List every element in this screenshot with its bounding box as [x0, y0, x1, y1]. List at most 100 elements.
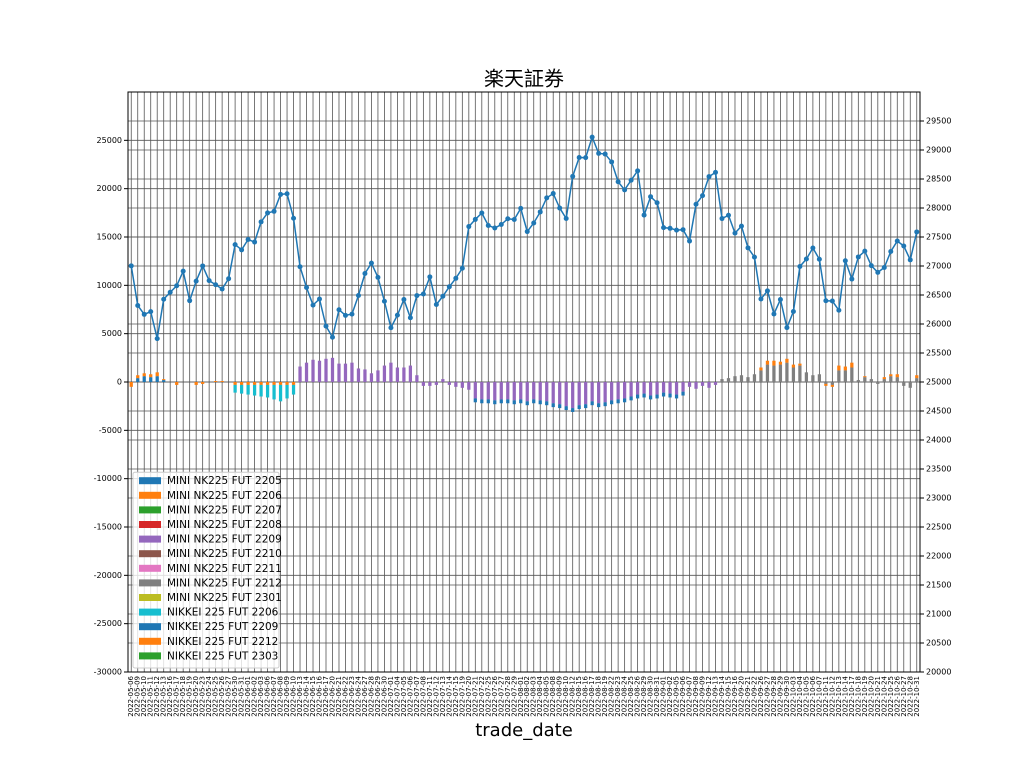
bar [655, 382, 659, 395]
legend-swatch [139, 623, 161, 631]
price-point [700, 193, 706, 199]
bar [577, 382, 581, 406]
bar [551, 403, 555, 408]
price-point [914, 229, 920, 235]
price-point [544, 195, 550, 201]
bar [635, 394, 640, 399]
bar [272, 382, 276, 385]
price-point [563, 215, 569, 221]
price-point [317, 296, 323, 302]
x-tick-label: 2022-07-13 [439, 676, 447, 717]
x-tick-label: 2022-05-12 [153, 676, 161, 717]
bar [545, 401, 549, 406]
x-tick-label: 2022-09-15 [724, 676, 732, 717]
price-point [355, 293, 361, 299]
x-tick-label: 2022-07-11 [426, 676, 434, 717]
price-point [278, 191, 284, 197]
x-tick-label: 2022-08-03 [530, 676, 538, 717]
bar [252, 384, 257, 396]
bar [733, 376, 737, 382]
bar [674, 382, 679, 395]
bar [707, 382, 711, 388]
price-point [485, 222, 491, 228]
bar [395, 367, 400, 382]
price-point [252, 239, 258, 245]
x-tick-label: 2022-05-24 [205, 675, 213, 716]
x-tick-label: 2022-10-11 [822, 676, 830, 717]
price-point [375, 274, 381, 280]
legend-swatch [139, 652, 161, 660]
price-point [537, 209, 543, 215]
bar [590, 401, 594, 406]
bar [882, 377, 886, 380]
price-point [602, 151, 608, 157]
price-point [174, 283, 180, 289]
x-tick-label: 2022-09-27 [763, 676, 771, 717]
bar [778, 361, 783, 365]
price-point [200, 263, 206, 269]
bar [785, 362, 789, 382]
x-tick-label: 2022-08-04 [536, 675, 544, 716]
x-tick-label: 2022-05-31 [238, 676, 246, 717]
bar [149, 374, 153, 378]
price-point [583, 155, 589, 161]
price-point [797, 263, 803, 269]
bar [895, 377, 899, 382]
y-tick-label: 15000 [97, 233, 122, 242]
legend-label: MINI NK225 FUT 2301 [167, 592, 282, 604]
x-tick-label: 2022-10-28 [906, 676, 914, 717]
y2-tick-label: 29000 [926, 146, 951, 155]
bar [473, 398, 477, 403]
x-tick-label: 2022-10-07 [815, 676, 823, 717]
bar [525, 401, 529, 406]
bar [428, 382, 432, 386]
x-tick-label: 2022-06-24 [354, 675, 362, 716]
price-point [745, 245, 751, 251]
bar [291, 384, 296, 395]
x-tick-label: 2022-07-27 [497, 676, 505, 717]
x-tick-label: 2022-06-30 [380, 676, 388, 717]
bar [759, 370, 763, 382]
x-tick-label: 2022-09-26 [757, 675, 765, 716]
x-tick-label: 2022-08-22 [608, 676, 616, 717]
legend-swatch [139, 637, 161, 645]
price-point [226, 276, 232, 282]
price-point [141, 311, 147, 317]
price-point [258, 219, 264, 225]
price-point [888, 249, 894, 254]
legend-label: NIKKEI 225 FUT 2209 [167, 621, 278, 633]
bar [746, 377, 750, 382]
bar [642, 393, 646, 398]
x-tick-label: 2022-06-27 [361, 676, 369, 717]
price-point [342, 312, 348, 318]
price-point [713, 169, 719, 175]
price-point [381, 298, 387, 304]
price-point [615, 179, 621, 185]
y-tick-label: -10000 [94, 474, 122, 483]
price-point [479, 210, 485, 216]
x-tick-label: 2022-10-31 [913, 676, 921, 717]
x-tick-label: 2022-10-13 [835, 676, 843, 717]
price-point [167, 289, 173, 295]
x-tick-label: 2022-07-08 [419, 676, 427, 717]
price-point [667, 225, 673, 231]
x-tick-label: 2022-07-28 [504, 676, 512, 717]
price-point [777, 297, 783, 303]
price-point [810, 245, 816, 251]
bar [506, 399, 510, 404]
price-point [706, 174, 712, 180]
bar [402, 367, 406, 382]
price-point [349, 311, 355, 317]
price-point [368, 260, 374, 266]
bar [759, 367, 763, 371]
bar [525, 382, 529, 402]
bar [882, 379, 886, 382]
bar [610, 382, 614, 401]
x-tick-label: 2022-09-01 [660, 676, 668, 717]
bar [376, 370, 380, 382]
x-tick-label: 2022-09-08 [692, 676, 700, 717]
price-point [855, 254, 861, 260]
bar [311, 359, 315, 382]
bar [136, 378, 140, 382]
